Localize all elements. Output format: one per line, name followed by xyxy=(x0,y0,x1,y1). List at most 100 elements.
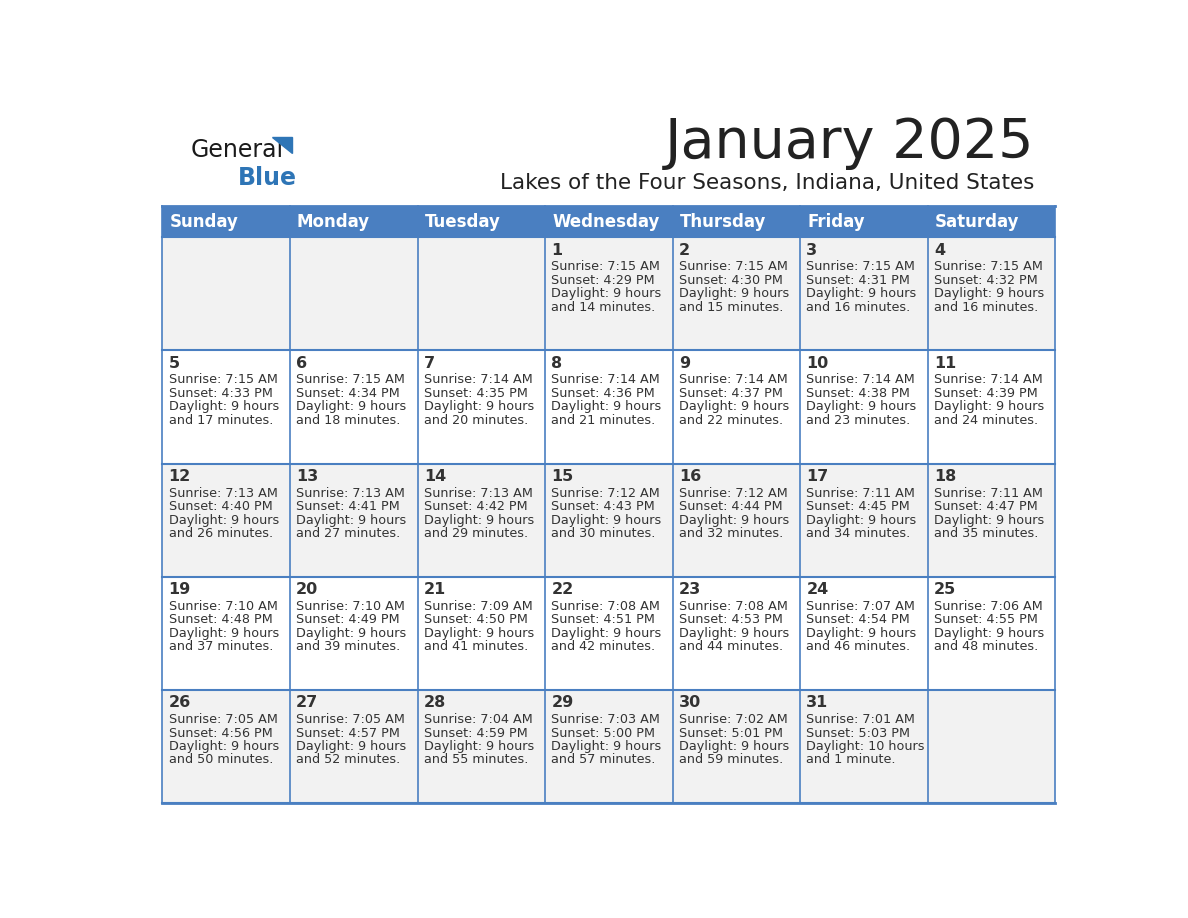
Text: Lakes of the Four Seasons, Indiana, United States: Lakes of the Four Seasons, Indiana, Unit… xyxy=(500,174,1035,194)
Text: 31: 31 xyxy=(807,695,828,711)
Text: Daylight: 9 hours: Daylight: 9 hours xyxy=(296,627,406,640)
Text: Sunrise: 7:05 AM: Sunrise: 7:05 AM xyxy=(169,713,278,726)
Bar xyxy=(801,237,928,351)
Bar xyxy=(928,690,1055,803)
Text: Daylight: 9 hours: Daylight: 9 hours xyxy=(551,287,662,300)
Text: Sunrise: 7:14 AM: Sunrise: 7:14 AM xyxy=(678,374,788,386)
Text: Sunrise: 7:01 AM: Sunrise: 7:01 AM xyxy=(807,713,915,726)
Text: and 21 minutes.: and 21 minutes. xyxy=(551,414,656,427)
Text: Sunset: 4:44 PM: Sunset: 4:44 PM xyxy=(678,500,783,513)
Text: Daylight: 9 hours: Daylight: 9 hours xyxy=(807,287,917,300)
Text: Sunrise: 7:04 AM: Sunrise: 7:04 AM xyxy=(424,713,532,726)
Text: and 41 minutes.: and 41 minutes. xyxy=(424,640,527,654)
Bar xyxy=(928,207,1055,237)
Text: Daylight: 9 hours: Daylight: 9 hours xyxy=(934,627,1044,640)
Bar xyxy=(417,237,545,351)
Bar xyxy=(163,464,290,577)
Bar xyxy=(928,237,1055,351)
Text: Sunrise: 7:15 AM: Sunrise: 7:15 AM xyxy=(678,261,788,274)
Bar xyxy=(417,690,545,803)
Text: Sunrise: 7:11 AM: Sunrise: 7:11 AM xyxy=(934,487,1043,499)
Text: Sunset: 5:03 PM: Sunset: 5:03 PM xyxy=(807,726,910,740)
Bar xyxy=(672,577,801,690)
Text: Sunset: 4:34 PM: Sunset: 4:34 PM xyxy=(296,387,400,400)
Text: Daylight: 9 hours: Daylight: 9 hours xyxy=(169,627,279,640)
Bar xyxy=(801,690,928,803)
Text: Sunset: 4:45 PM: Sunset: 4:45 PM xyxy=(807,500,910,513)
Bar xyxy=(928,351,1055,464)
Text: Sunset: 4:38 PM: Sunset: 4:38 PM xyxy=(807,387,910,400)
Text: Daylight: 9 hours: Daylight: 9 hours xyxy=(678,627,789,640)
Text: Sunrise: 7:13 AM: Sunrise: 7:13 AM xyxy=(296,487,405,499)
Text: Daylight: 9 hours: Daylight: 9 hours xyxy=(296,514,406,527)
Bar xyxy=(545,464,672,577)
Text: Daylight: 9 hours: Daylight: 9 hours xyxy=(169,514,279,527)
Text: 14: 14 xyxy=(424,469,446,484)
Text: Sunset: 4:48 PM: Sunset: 4:48 PM xyxy=(169,613,272,626)
Bar xyxy=(417,207,545,237)
Text: 24: 24 xyxy=(807,582,828,598)
Bar xyxy=(545,690,672,803)
Bar xyxy=(163,237,290,351)
Text: 4: 4 xyxy=(934,242,944,258)
Text: Daylight: 9 hours: Daylight: 9 hours xyxy=(296,400,406,413)
Text: Sunset: 4:59 PM: Sunset: 4:59 PM xyxy=(424,726,527,740)
Text: Daylight: 9 hours: Daylight: 9 hours xyxy=(551,400,662,413)
Text: 25: 25 xyxy=(934,582,956,598)
Bar xyxy=(290,207,417,237)
Text: Sunset: 4:54 PM: Sunset: 4:54 PM xyxy=(807,613,910,626)
Text: Sunset: 4:29 PM: Sunset: 4:29 PM xyxy=(551,274,655,286)
Text: and 27 minutes.: and 27 minutes. xyxy=(296,527,400,540)
Text: Daylight: 9 hours: Daylight: 9 hours xyxy=(807,627,917,640)
Text: Sunset: 4:50 PM: Sunset: 4:50 PM xyxy=(424,613,527,626)
Text: 27: 27 xyxy=(296,695,318,711)
Bar xyxy=(928,464,1055,577)
Bar xyxy=(801,207,928,237)
Text: and 24 minutes.: and 24 minutes. xyxy=(934,414,1038,427)
Text: January 2025: January 2025 xyxy=(665,117,1035,170)
Text: 22: 22 xyxy=(551,582,574,598)
Text: General: General xyxy=(191,139,284,162)
Text: and 23 minutes.: and 23 minutes. xyxy=(807,414,911,427)
Text: Daylight: 9 hours: Daylight: 9 hours xyxy=(551,740,662,753)
Text: and 17 minutes.: and 17 minutes. xyxy=(169,414,273,427)
Bar xyxy=(801,577,928,690)
Text: 18: 18 xyxy=(934,469,956,484)
Text: and 14 minutes.: and 14 minutes. xyxy=(551,301,656,314)
Polygon shape xyxy=(272,137,292,152)
Text: Sunrise: 7:06 AM: Sunrise: 7:06 AM xyxy=(934,599,1043,613)
Text: Daylight: 9 hours: Daylight: 9 hours xyxy=(424,627,533,640)
Text: Daylight: 9 hours: Daylight: 9 hours xyxy=(551,627,662,640)
Text: Thursday: Thursday xyxy=(680,213,766,230)
Text: Sunrise: 7:15 AM: Sunrise: 7:15 AM xyxy=(551,261,661,274)
Bar xyxy=(672,690,801,803)
Text: 23: 23 xyxy=(678,582,701,598)
Bar xyxy=(545,577,672,690)
Text: Sunday: Sunday xyxy=(170,213,239,230)
Text: Daylight: 9 hours: Daylight: 9 hours xyxy=(424,740,533,753)
Text: and 37 minutes.: and 37 minutes. xyxy=(169,640,273,654)
Text: Sunrise: 7:10 AM: Sunrise: 7:10 AM xyxy=(169,599,278,613)
Text: and 42 minutes.: and 42 minutes. xyxy=(551,640,656,654)
Text: Sunset: 4:49 PM: Sunset: 4:49 PM xyxy=(296,613,400,626)
Text: Sunset: 4:41 PM: Sunset: 4:41 PM xyxy=(296,500,400,513)
Text: 26: 26 xyxy=(169,695,191,711)
Text: 20: 20 xyxy=(296,582,318,598)
Text: Daylight: 9 hours: Daylight: 9 hours xyxy=(934,514,1044,527)
Text: 3: 3 xyxy=(807,242,817,258)
Text: 6: 6 xyxy=(296,356,308,371)
Text: and 16 minutes.: and 16 minutes. xyxy=(934,301,1038,314)
Bar xyxy=(801,351,928,464)
Text: Daylight: 9 hours: Daylight: 9 hours xyxy=(678,740,789,753)
Text: Sunset: 4:47 PM: Sunset: 4:47 PM xyxy=(934,500,1037,513)
Bar xyxy=(801,464,928,577)
Text: Sunrise: 7:13 AM: Sunrise: 7:13 AM xyxy=(169,487,278,499)
Bar xyxy=(290,351,417,464)
Text: 30: 30 xyxy=(678,695,701,711)
Text: 15: 15 xyxy=(551,469,574,484)
Text: Saturday: Saturday xyxy=(935,213,1019,230)
Text: and 26 minutes.: and 26 minutes. xyxy=(169,527,273,540)
Text: Sunrise: 7:08 AM: Sunrise: 7:08 AM xyxy=(551,599,661,613)
Text: Sunrise: 7:14 AM: Sunrise: 7:14 AM xyxy=(807,374,915,386)
Text: and 34 minutes.: and 34 minutes. xyxy=(807,527,911,540)
